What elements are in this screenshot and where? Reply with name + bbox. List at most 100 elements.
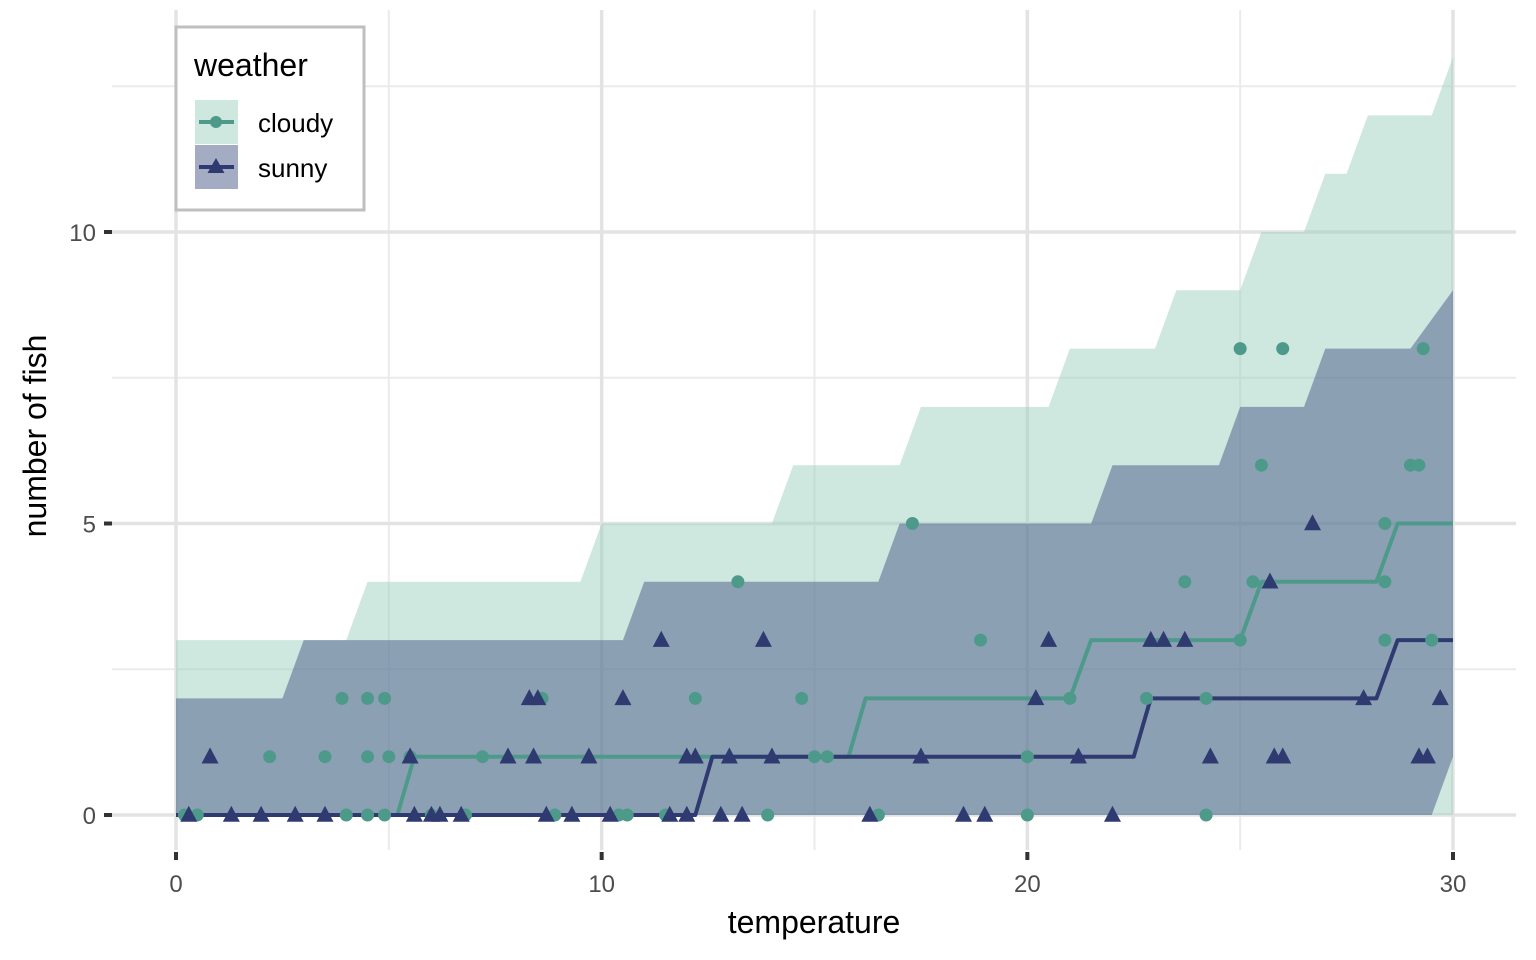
- legend-keys: [195, 100, 238, 189]
- x-tick-label: 20: [1014, 871, 1041, 898]
- point-cloudy: [1233, 342, 1247, 356]
- point-sunny: [537, 805, 555, 822]
- point-sunny: [763, 747, 781, 764]
- point-cloudy: [1020, 750, 1034, 764]
- point-cloudy: [361, 808, 375, 822]
- point-sunny: [316, 805, 334, 822]
- y-tick-label: 10: [69, 220, 96, 247]
- point-cloudy: [1378, 633, 1392, 647]
- point-cloudy: [475, 750, 489, 764]
- point-sunny: [525, 747, 543, 764]
- legend-key-marker-sunny: [207, 158, 225, 173]
- point-sunny: [1304, 514, 1322, 531]
- point-cloudy: [974, 633, 988, 647]
- point-sunny: [1040, 630, 1058, 647]
- point-sunny: [712, 805, 730, 822]
- point-cloudy: [1246, 575, 1260, 589]
- y-axis-title: number of fish: [17, 335, 53, 538]
- point-cloudy: [378, 808, 392, 822]
- point-sunny: [754, 630, 772, 647]
- legend-label-cloudy: cloudy: [258, 108, 333, 138]
- point-sunny: [1418, 747, 1436, 764]
- point-cloudy: [318, 750, 332, 764]
- point-sunny: [180, 805, 198, 822]
- point-cloudy: [1254, 458, 1268, 472]
- point-cloudy: [1063, 691, 1077, 705]
- point-sunny: [431, 805, 449, 822]
- point-sunny: [201, 747, 219, 764]
- point-sunny: [1261, 572, 1279, 589]
- point-sunny: [720, 747, 738, 764]
- point-sunny: [912, 747, 930, 764]
- point-sunny: [686, 747, 704, 764]
- confidence-bands: [176, 57, 1453, 816]
- point-sunny: [1069, 747, 1087, 764]
- point-sunny: [1431, 689, 1449, 706]
- point-sunny: [733, 805, 751, 822]
- point-sunny: [678, 805, 696, 822]
- point-cloudy: [1140, 691, 1154, 705]
- legend-key-marker-cloudy: [210, 116, 222, 128]
- point-sunny: [1355, 689, 1373, 706]
- step-line-cloudy: [176, 521, 1453, 817]
- point-cloudy: [1378, 517, 1392, 530]
- point-sunny: [499, 747, 517, 764]
- point-cloudy: [339, 808, 353, 822]
- point-cloudy: [1178, 575, 1192, 589]
- point-cloudy: [378, 691, 392, 705]
- point-cloudy: [1199, 691, 1213, 705]
- point-sunny: [222, 805, 240, 822]
- point-sunny: [1201, 747, 1219, 764]
- point-sunny: [601, 805, 619, 822]
- x-tick-label: 0: [169, 871, 182, 898]
- point-sunny: [1142, 630, 1160, 647]
- point-cloudy: [620, 808, 634, 822]
- point-sunny: [452, 805, 470, 822]
- point-cloudy: [731, 575, 745, 589]
- point-sunny: [954, 805, 972, 822]
- point-cloudy: [688, 691, 702, 705]
- step-line-sunny: [176, 638, 1453, 817]
- axes: 0 10 20 30 0 5 10: [69, 220, 1466, 898]
- point-sunny: [652, 630, 670, 647]
- band-sunny: [176, 290, 1453, 815]
- point-cloudy: [1378, 575, 1392, 589]
- point-cloudy: [905, 517, 919, 530]
- point-sunny: [401, 747, 419, 764]
- y-tick-label: 0: [83, 803, 96, 830]
- legend: weather cloudy sunny: [174, 25, 366, 212]
- point-sunny: [580, 747, 598, 764]
- point-cloudy: [1199, 808, 1213, 822]
- point-sunny: [976, 805, 994, 822]
- point-cloudy: [1416, 342, 1430, 356]
- point-cloudy: [795, 691, 809, 705]
- x-axis-title: temperature: [728, 904, 901, 940]
- point-sunny: [563, 805, 581, 822]
- x-tick-label: 30: [1440, 871, 1467, 898]
- point-cloudy: [1412, 458, 1426, 472]
- point-sunny: [252, 805, 270, 822]
- step-lines: [176, 521, 1453, 817]
- x-tick-label: 10: [588, 871, 615, 898]
- point-sunny: [1027, 689, 1045, 706]
- point-sunny: [1274, 747, 1292, 764]
- point-cloudy: [361, 691, 375, 705]
- point-cloudy: [1425, 633, 1439, 647]
- point-sunny: [286, 805, 304, 822]
- point-sunny: [1155, 630, 1173, 647]
- y-tick-label: 5: [83, 512, 96, 539]
- point-sunny: [861, 805, 879, 822]
- point-sunny: [1176, 630, 1194, 647]
- point-sunny: [661, 805, 679, 822]
- legend-title: weather: [193, 47, 308, 83]
- point-cloudy: [1020, 808, 1034, 822]
- point-cloudy: [382, 750, 396, 764]
- point-cloudy: [820, 750, 834, 764]
- point-cloudy: [808, 750, 821, 764]
- point-cloudy: [1276, 342, 1290, 356]
- point-sunny: [405, 805, 423, 822]
- point-cloudy: [263, 750, 277, 764]
- legend-label-sunny: sunny: [258, 153, 327, 183]
- point-cloudy: [1233, 633, 1247, 647]
